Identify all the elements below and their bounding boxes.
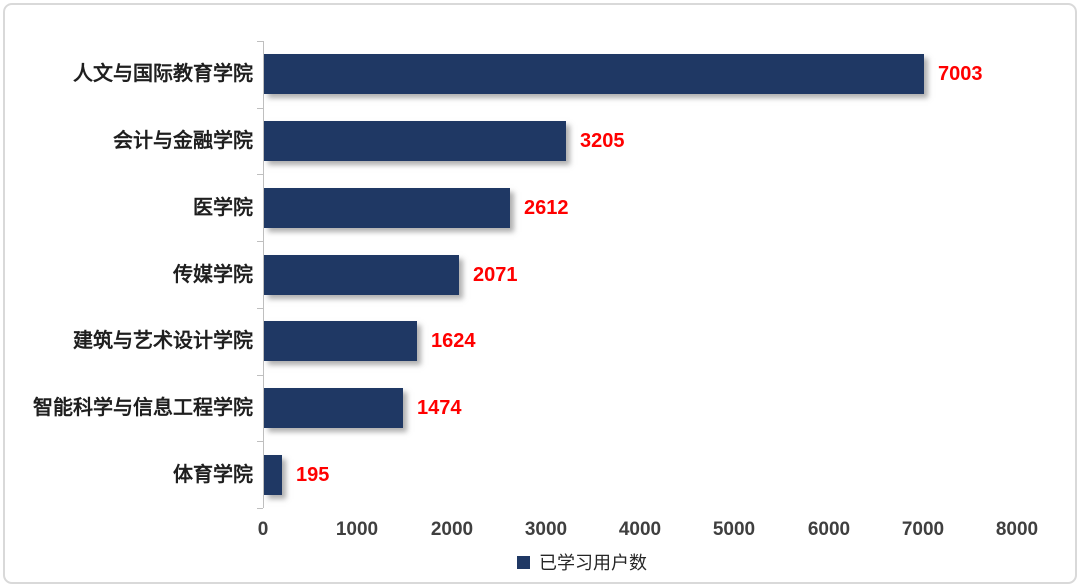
category-axis-tick: [257, 241, 263, 242]
category-axis-tick: [257, 108, 263, 109]
category-label: 智能科学与信息工程学院: [33, 397, 253, 419]
bar: [264, 321, 417, 361]
category-axis-line: [263, 41, 264, 508]
value-label: 195: [296, 464, 330, 486]
x-axis-tick-label: 4000: [618, 519, 662, 540]
bar: [264, 255, 459, 295]
category-axis-tick: [257, 375, 263, 376]
x-axis-tick-label: 1000: [335, 519, 379, 540]
value-label: 1624: [431, 330, 476, 352]
category-axis-tick: [257, 41, 263, 42]
category-label: 医学院: [193, 197, 253, 219]
value-label: 3205: [580, 130, 625, 152]
category-axis-tick: [257, 508, 263, 509]
legend-label: 已学习用户数: [539, 553, 647, 573]
x-axis-tick-label: 6000: [807, 519, 851, 540]
category-axis-tick: [257, 174, 263, 175]
x-axis-tick-label: 3000: [524, 519, 568, 540]
legend: 已学习用户数: [517, 549, 647, 575]
value-label: 2071: [473, 264, 518, 286]
category-label: 传媒学院: [173, 264, 253, 286]
bar: [264, 121, 566, 161]
x-axis-tick-label: 8000: [995, 519, 1039, 540]
category-label: 人文与国际教育学院: [73, 63, 253, 85]
value-label: 1474: [417, 397, 462, 419]
legend-swatch: [517, 555, 530, 569]
x-axis-tick-label: 5000: [712, 519, 756, 540]
category-axis-tick: [257, 308, 263, 309]
bar: [264, 388, 403, 428]
category-label: 建筑与艺术设计学院: [73, 330, 253, 352]
x-axis-tick-label: 2000: [430, 519, 474, 540]
x-axis-tick-label: 7000: [901, 519, 945, 540]
category-label: 体育学院: [173, 464, 253, 486]
value-label: 2612: [524, 197, 569, 219]
value-label: 7003: [938, 63, 983, 85]
category-label: 会计与金融学院: [113, 130, 253, 152]
bar: [264, 188, 510, 228]
bar: [264, 455, 282, 495]
bar: [264, 54, 924, 94]
category-axis-tick: [257, 441, 263, 442]
x-axis-tick-label: 0: [257, 519, 269, 540]
